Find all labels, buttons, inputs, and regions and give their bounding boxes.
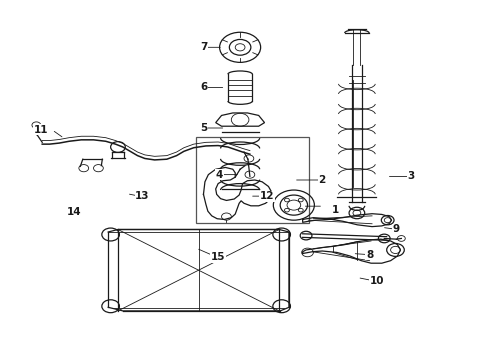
Text: 15: 15 xyxy=(211,252,225,262)
Text: 4: 4 xyxy=(216,170,223,180)
Text: 13: 13 xyxy=(135,192,149,202)
Text: 12: 12 xyxy=(260,191,274,201)
Bar xyxy=(196,137,309,223)
Text: 3: 3 xyxy=(408,171,415,181)
Text: 10: 10 xyxy=(369,276,384,286)
Text: 9: 9 xyxy=(393,224,400,234)
Text: 7: 7 xyxy=(200,42,208,52)
Text: 11: 11 xyxy=(33,125,48,135)
Text: 1: 1 xyxy=(332,206,339,216)
Text: 5: 5 xyxy=(200,123,208,133)
Text: 6: 6 xyxy=(200,82,208,93)
Text: 2: 2 xyxy=(318,175,326,185)
Text: 8: 8 xyxy=(366,249,373,260)
Text: 14: 14 xyxy=(67,207,81,217)
